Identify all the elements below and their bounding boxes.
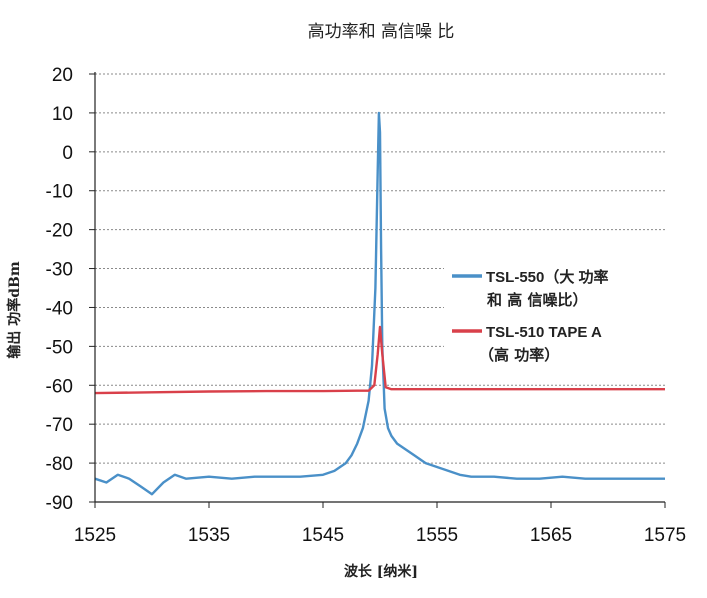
- y-tick-label-11: -90: [46, 493, 73, 514]
- y-tick-label-0: 20: [52, 65, 73, 86]
- x-tick-label-5: 1575: [644, 525, 686, 546]
- x-axis-title: 波长 [纳米]: [344, 563, 418, 580]
- y-tick-label-6: -40: [46, 298, 73, 319]
- x-tick-label-3: 1555: [416, 525, 458, 546]
- y-tick-label-4: -20: [46, 221, 73, 242]
- x-tick-label-2: 1545: [302, 525, 344, 546]
- series-line-0: [94, 111, 665, 496]
- series-line-1: [94, 325, 665, 395]
- series-layer: [94, 111, 665, 496]
- y-tick-labels: 20 10 0 -10 -20 -30 -40 -50 -60 -70 -80 -90: [46, 65, 73, 514]
- legend-label-tsl-550-line2: 和 高 信噪比）: [487, 291, 587, 309]
- x-tick-labels: 1525 1535 1545 1555 1565 1575: [74, 525, 686, 546]
- y-tick-label-8: -60: [46, 376, 73, 397]
- y-tick-label-7: -50: [46, 337, 73, 358]
- y-tick-label-3: -10: [46, 182, 73, 203]
- legend-label-tsl-550-line1: TSL-550（大 功率: [486, 268, 609, 286]
- legend-background: [444, 262, 669, 372]
- chart-title: 高功率和 高信噪 比: [308, 22, 455, 42]
- y-tick-label-9: -70: [46, 415, 73, 436]
- legend-label-tsl-510-line2: （高 功率）: [479, 346, 559, 364]
- axis-layer: [89, 72, 666, 508]
- y-tick-label-5: -30: [46, 260, 73, 281]
- x-tick-label-4: 1565: [530, 525, 572, 546]
- x-tick-label-1: 1535: [188, 525, 230, 546]
- y-tick-label-1: 10: [52, 104, 73, 125]
- x-tick-label-0: 1525: [74, 525, 116, 546]
- y-axis-title: 输出 功率dBm: [6, 261, 23, 358]
- legend-label-tsl-510-line1: TSL-510 TAPE A: [486, 324, 602, 341]
- legend: TSL-550（大 功率 和 高 信噪比） TSL-510 TAPE A （高 …: [444, 262, 669, 372]
- y-tick-label-10: -80: [46, 454, 73, 475]
- y-tick-label-2: 0: [62, 143, 73, 164]
